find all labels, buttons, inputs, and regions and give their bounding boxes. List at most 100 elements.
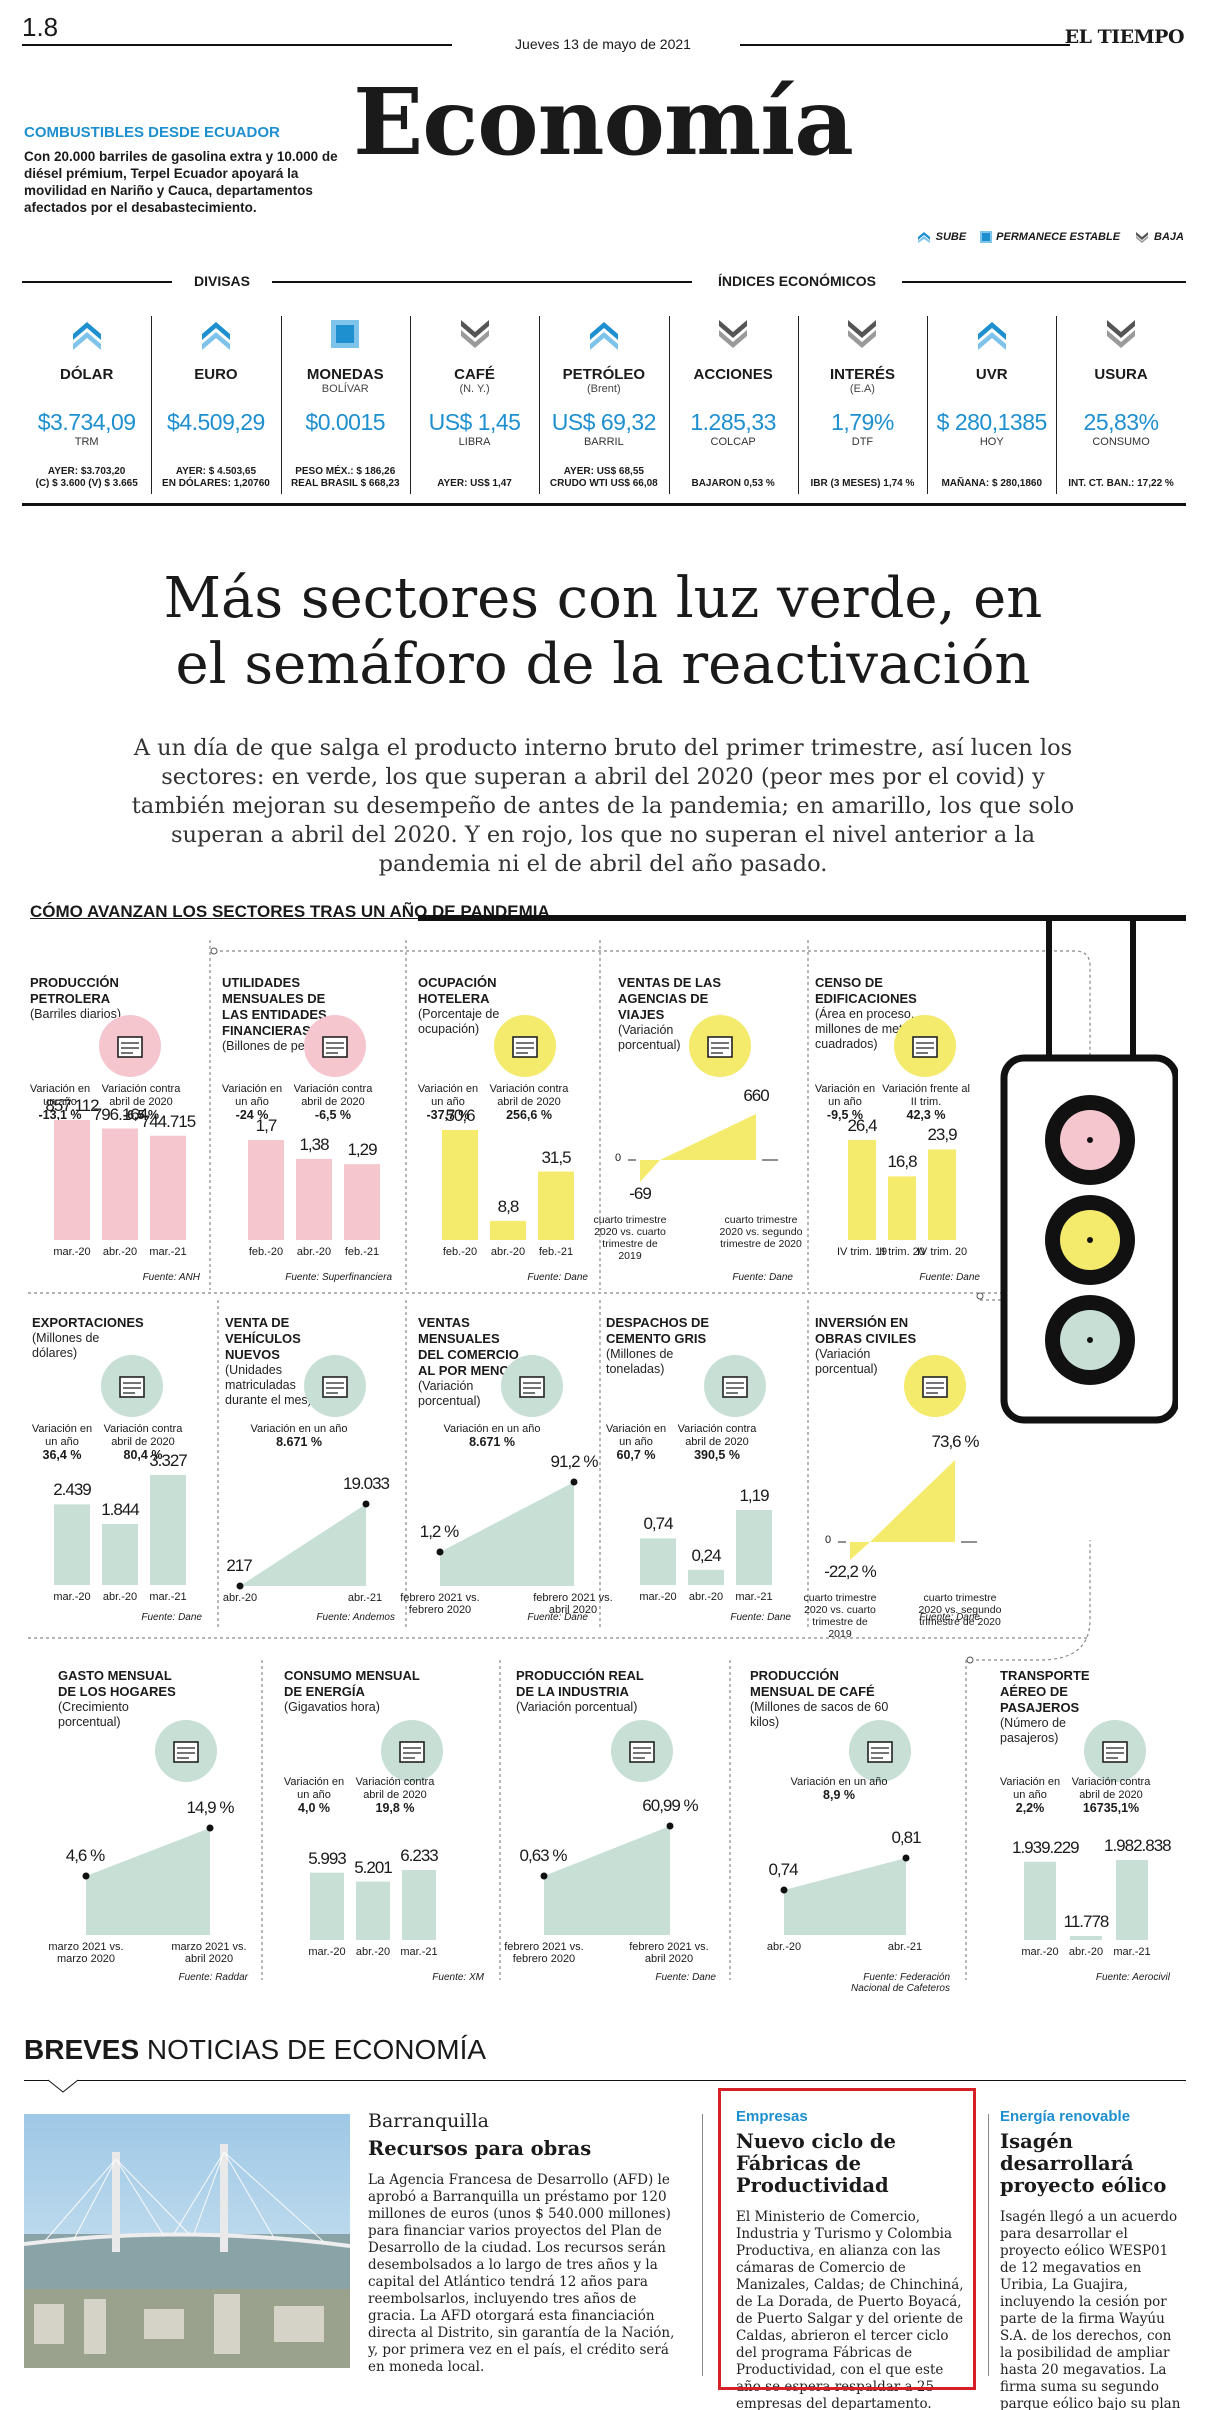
chart-unit: (Crecimiento porcentual) — [58, 1700, 129, 1729]
indicator-3: CAFÉ (N. Y.) US$ 1,45 LIBRA AYER: US$ 1,47 — [410, 300, 539, 490]
category-label: abr.-21 — [887, 1941, 923, 1953]
chart-source: Fuente: ANH — [142, 1272, 200, 1283]
indicator-footnote: AYER: US$ 1,47 — [437, 478, 512, 489]
category-label: cuarto trimestre 2020 vs. segundo trimes… — [918, 1592, 1002, 1628]
up-trend-icon — [539, 314, 668, 354]
chart-header: DESPACHOS DE CEMENTO GRIS (Millones de to… — [606, 1315, 731, 1377]
category-label: cuarto trimestre 2020 vs. cuarto trimest… — [803, 1592, 877, 1640]
variation-year: Variación en un año -24 % — [221, 1083, 283, 1122]
indicator-footnote: IBR (3 MESES) 1,74 % — [810, 478, 915, 489]
chart-header: UTILIDADES MENSUALES DE LAS ENTIDADES FI… — [222, 975, 332, 1054]
chart-unit: (Millones de sacos de 60 kilos) — [750, 1700, 889, 1729]
chart-header: PRODUCCIÓN REAL DE LA INDUSTRIA (Variació… — [516, 1668, 656, 1715]
chart-unit: (Billones de pesos) — [222, 1039, 329, 1053]
category-label: mar.-20 — [53, 1591, 91, 1603]
flat-trend-icon — [281, 314, 410, 354]
chart-header: PRODUCCIÓN MENSUAL DE CAFÉ (Millones de s… — [750, 1668, 890, 1730]
category-label: abr.-20 — [688, 1591, 724, 1603]
down-trend-icon — [669, 314, 798, 354]
variation-april: Variación contra abril de 2020 80,4 % — [103, 1423, 183, 1462]
point-label: -69 — [629, 1184, 652, 1203]
chart-header: VENTA DE VEHÍCULOS NUEVOS (Unidades matri… — [225, 1315, 335, 1408]
variation-april: Variación frente al II trim. 42,3 % — [882, 1083, 970, 1122]
point-label: 19.033 — [343, 1474, 390, 1493]
chart-source: Fuente: Andemos — [316, 1612, 395, 1623]
chart-source: Fuente: Aerocivil — [1095, 1972, 1170, 1983]
chart-header: VENTAS MENSUALES DEL COMERCIO AL POR MEN… — [418, 1315, 528, 1409]
teaser-body: Con 20.000 barriles de gasolina extra y … — [24, 149, 338, 215]
category-label: febrero 2021 vs. febrero 2020 — [504, 1941, 584, 1965]
brief-body: El Ministerio de Comercio, Industria y T… — [736, 2209, 964, 2410]
chart-unit: (Variación porcentual) — [516, 1700, 638, 1714]
indicator-name: PETRÓLEO — [562, 366, 646, 383]
building-blueprint-icon — [894, 1015, 956, 1077]
category-label: abr.-20 — [296, 1246, 332, 1258]
category-label: mar.-21 — [149, 1246, 187, 1258]
bar-value-label: 0,74 — [643, 1514, 673, 1534]
category-label: feb.-21 — [538, 1246, 574, 1258]
bar-value-label: 0,24 — [691, 1545, 721, 1565]
bar-value-label: 1,7 — [255, 1116, 278, 1135]
indicator-sub: (E.A) — [849, 383, 875, 395]
indicator-value: 1,79% — [831, 409, 894, 435]
indicator-name: MONEDAS — [306, 366, 384, 383]
chart-source: Fuente: Dane — [655, 1972, 716, 1983]
chart-title: VENTA DE VEHÍCULOS NUEVOS — [225, 1315, 301, 1362]
chart-unit: (Millones de toneladas) — [606, 1347, 674, 1376]
category-label: abr.-21 — [347, 1592, 383, 1604]
chart-unit: (Área en proceso, millones de metros cua… — [815, 1007, 920, 1051]
bar-value-label: 1,29 — [347, 1140, 377, 1160]
indicator-7: UVR $ 280,1385 HOY MAÑANA: $ 280,1860 — [927, 300, 1056, 490]
category-label: mar.-20 — [53, 1246, 91, 1258]
indicator-0: DÓLAR $3.734,09 TRM AYER: $3.703,20 (C) $ 3.… — [22, 300, 151, 490]
indicator-value: $4.509,29 — [167, 409, 265, 435]
chart-source: Fuente: Dane — [527, 1612, 588, 1623]
indicator-name: ACCIONES — [693, 366, 773, 383]
page-number: 1.8 — [22, 12, 59, 42]
bar-value-label: 5.201 — [354, 1857, 393, 1877]
brief-2: Energía renovable Isagén desarrollará pro… — [1000, 2108, 1186, 2410]
up-trend-icon — [22, 314, 151, 354]
indicator-unit: TRM — [74, 436, 99, 448]
category-label: abr.-20 — [766, 1941, 802, 1953]
indicator-name: DÓLAR — [59, 366, 114, 383]
growth-chart-icon — [904, 1355, 966, 1417]
indicator-sub — [22, 383, 151, 395]
indicator-footnote: AYER: $ 4.503,65 EN DÓLARES: 1,20760 — [162, 466, 270, 489]
bar-value-label: 796.164 — [92, 1104, 148, 1124]
point-label: 91,2 % — [550, 1452, 599, 1471]
up-arrow-icon — [917, 232, 930, 243]
chart-header: OCUPACIÓN HOTELERA (Porcentaje de ocupaci… — [418, 975, 528, 1037]
chart-header: CENSO DE EDIFICACIONES (Área en proceso, … — [815, 975, 920, 1052]
chart-source: Fuente: Superfinanciera — [285, 1272, 392, 1283]
airplane-icon — [1084, 1720, 1146, 1782]
variation-year: Variación en un año 60,7 % — [605, 1423, 667, 1462]
chart-title: DESPACHOS DE CEMENTO GRIS — [606, 1315, 710, 1346]
chart-header: TRANSPORTE AÉREO DE PASAJEROS (Número de … — [1000, 1668, 1110, 1746]
chart-header: VENTAS DE LAS AGENCIAS DE VIAJES (Variaci… — [618, 975, 733, 1053]
variation-april: Variación contra abril de 2020 -6,5 % — [101, 1083, 181, 1122]
point-label: 73,6 % — [931, 1432, 980, 1451]
indicator-footnote: PESO MÉX.: $ 186,26 REAL BRASIL $ 668,23 — [290, 466, 400, 489]
indicator-sub — [151, 383, 280, 395]
indicator-4: PETRÓLEO (Brent) US$ 69,32 BARRIL AYER: US$ … — [539, 300, 668, 490]
brief-headline: Nuevo ciclo de Fábricas de Productividad — [736, 2130, 896, 2197]
category-label: abr.-20 — [1068, 1946, 1104, 1958]
bar-value-label: 23,9 — [927, 1125, 957, 1145]
category-label: mar.-20 — [639, 1591, 677, 1603]
category-label: febrero 2021 vs. abril 2020 — [533, 1592, 613, 1616]
variation-year: Variación en un año -37,7 % — [417, 1083, 479, 1122]
chart-title: PRODUCCIÓN REAL DE LA INDUSTRIA — [516, 1668, 644, 1699]
section-title: Economía — [353, 68, 854, 176]
category-label: marzo 2021 vs. abril 2020 — [171, 1941, 247, 1965]
up-trend-icon — [151, 314, 280, 354]
variation-april: Variación contra abril de 2020 256,6 % — [489, 1083, 569, 1122]
variation-year: Variación en un año 2,2% — [999, 1776, 1061, 1815]
indicator-unit: HOY — [979, 436, 1004, 448]
chart-source: Fuente: Dane — [527, 1272, 588, 1283]
bar-value-label: 16,8 — [887, 1152, 917, 1172]
indicator-value: $3.734,09 — [37, 409, 136, 435]
chart-title: UTILIDADES MENSUALES DE LAS ENTIDADES FI… — [222, 975, 327, 1038]
chart-source: Fuente: XM — [432, 1972, 484, 1983]
brief-headline: Recursos para obras — [368, 2137, 592, 2160]
